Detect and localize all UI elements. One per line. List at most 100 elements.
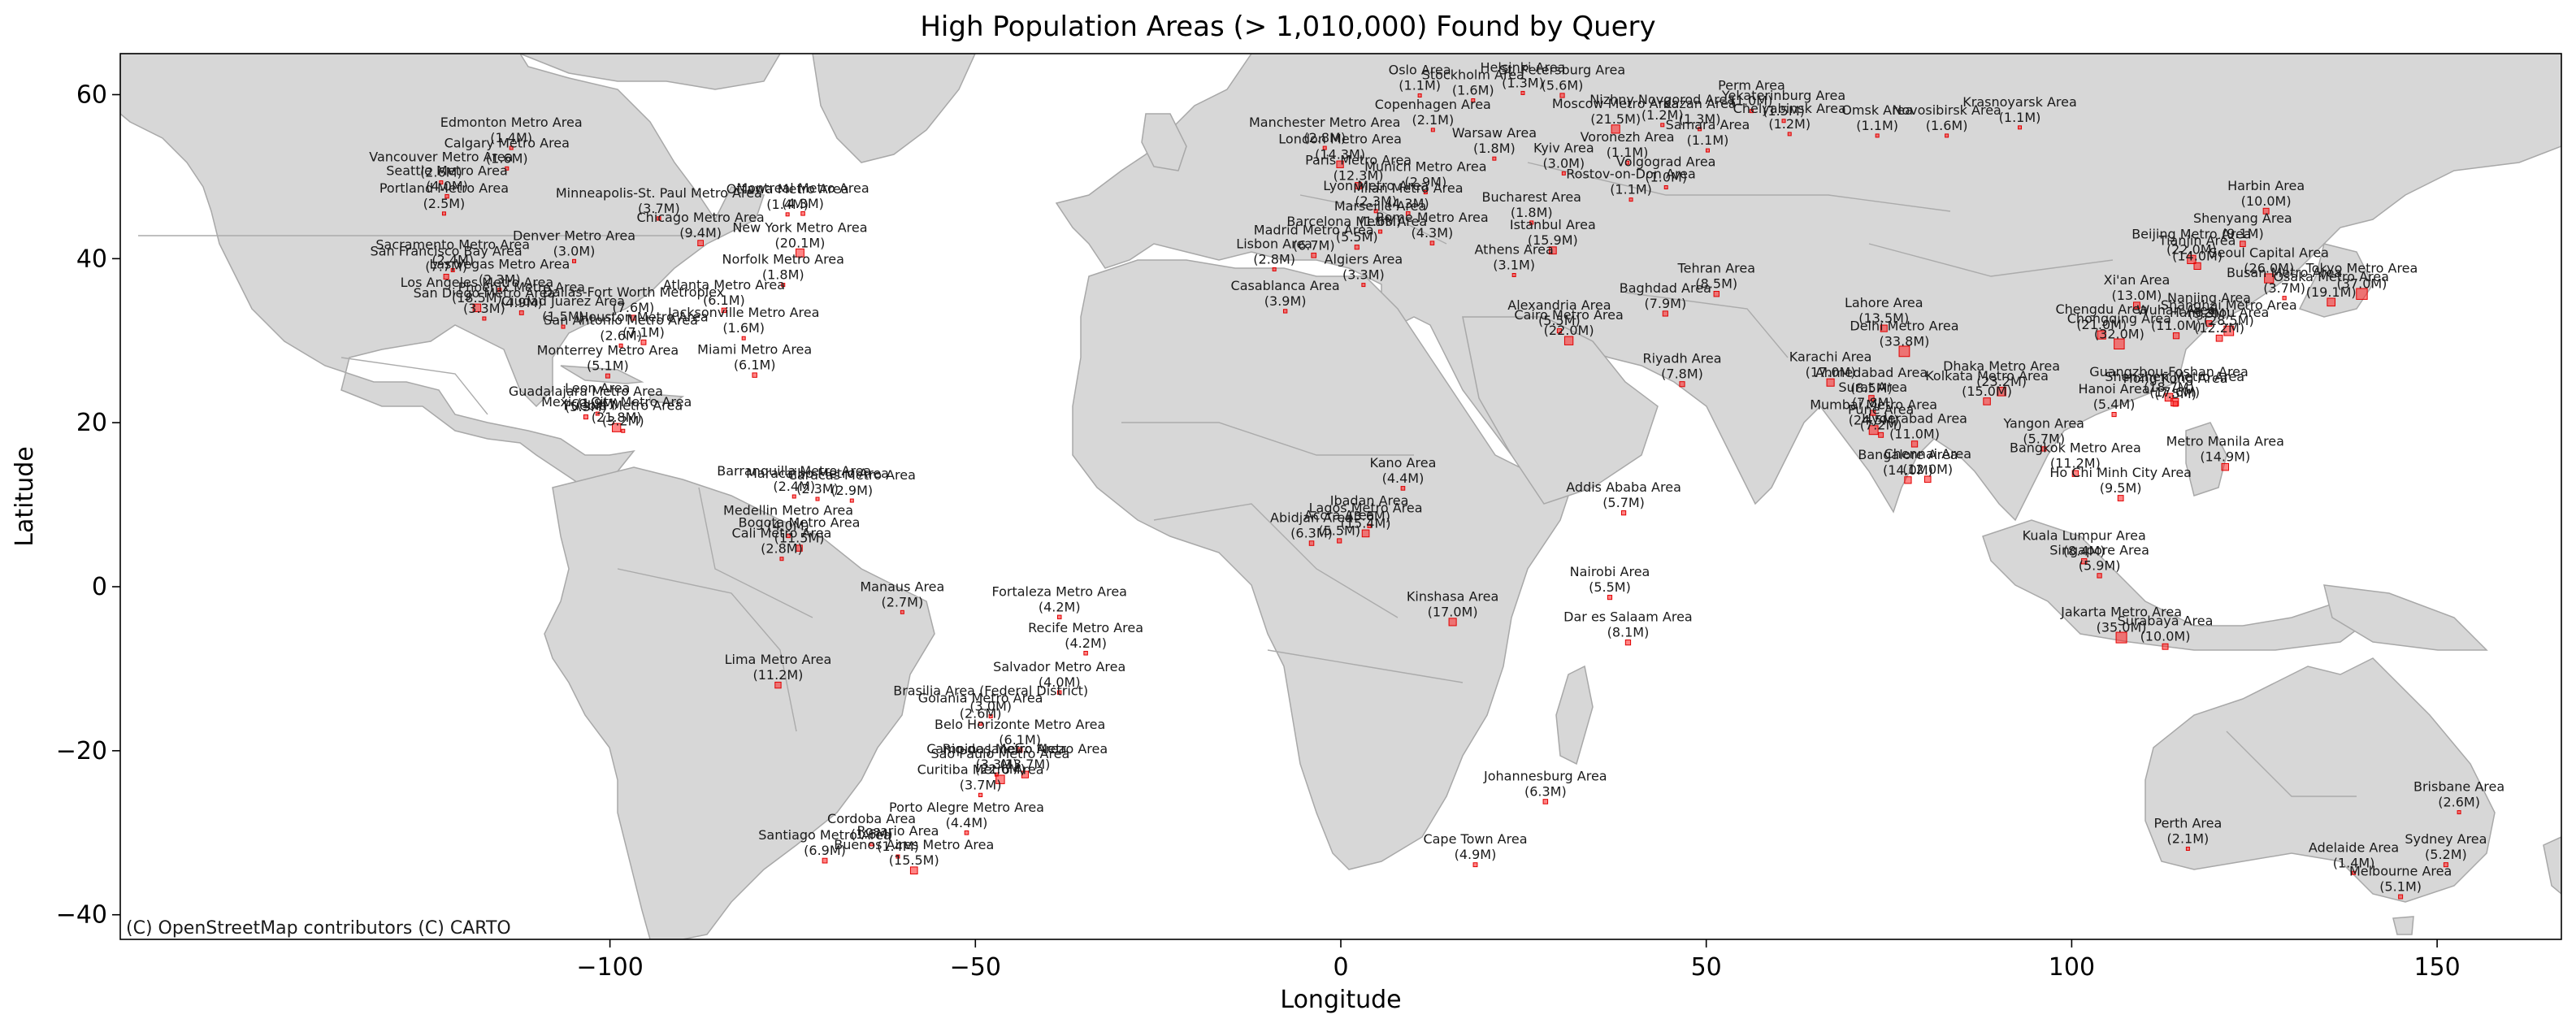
city-point[interactable] [1423, 190, 1428, 195]
city-point[interactable] [439, 180, 444, 184]
city-point[interactable] [995, 774, 1005, 784]
city-point[interactable] [796, 544, 803, 552]
city-point[interactable] [1542, 799, 1549, 804]
city-point[interactable] [1870, 410, 1876, 416]
city-point[interactable] [482, 316, 487, 321]
city-point[interactable] [1337, 538, 1342, 544]
city-point[interactable] [1057, 690, 1062, 695]
city-point[interactable] [697, 240, 704, 247]
city-point[interactable] [612, 423, 622, 432]
city-point[interactable] [583, 414, 588, 420]
city-point[interactable] [1056, 614, 1062, 620]
city-point[interactable] [1373, 209, 1378, 214]
city-point[interactable] [988, 713, 993, 718]
city-point[interactable] [1354, 245, 1360, 250]
city-point[interactable] [618, 343, 623, 348]
city-point[interactable] [2081, 558, 2088, 565]
city-point[interactable] [1471, 98, 1476, 103]
city-point[interactable] [2172, 332, 2180, 340]
city-point[interactable] [1017, 747, 1023, 753]
city-point[interactable] [774, 681, 782, 689]
city-point[interactable] [2240, 241, 2246, 247]
city-point[interactable] [1563, 336, 1574, 345]
city-point[interactable] [1663, 185, 1668, 190]
city-point[interactable] [1308, 540, 1315, 546]
city-point[interactable] [786, 533, 791, 539]
city-point[interactable] [781, 283, 786, 288]
city-point[interactable] [1355, 182, 1362, 189]
city-point[interactable] [2264, 273, 2275, 284]
city-point[interactable] [2097, 573, 2102, 579]
city-point[interactable] [1607, 595, 1613, 601]
city-point[interactable] [1405, 211, 1411, 216]
city-point[interactable] [2041, 446, 2047, 452]
city-point[interactable] [2132, 301, 2140, 310]
city-point[interactable] [2223, 325, 2235, 336]
city-point[interactable] [978, 792, 983, 797]
city-point[interactable] [1904, 476, 1912, 484]
city-point[interactable] [561, 324, 566, 329]
city-point[interactable] [1910, 440, 1919, 448]
city-point[interactable] [1361, 283, 1366, 288]
city-point[interactable] [1868, 425, 1879, 436]
city-point[interactable] [1787, 132, 1792, 137]
city-point[interactable] [785, 212, 790, 217]
city-point[interactable] [2111, 412, 2117, 418]
city-point[interactable] [822, 857, 828, 864]
city-point[interactable] [2117, 495, 2124, 501]
city-point[interactable] [1625, 160, 1630, 165]
city-point[interactable] [1378, 229, 1383, 234]
city-point[interactable] [1511, 273, 1516, 277]
city-point[interactable] [2282, 296, 2287, 301]
city-point[interactable] [2071, 470, 2079, 477]
city-point[interactable] [2352, 870, 2357, 875]
city-point[interactable] [1749, 109, 1754, 114]
city-point[interactable] [791, 494, 796, 499]
city-point[interactable] [721, 307, 727, 314]
city-point[interactable] [1611, 124, 1620, 134]
city-point[interactable] [741, 336, 746, 340]
city-point[interactable] [1561, 171, 1566, 176]
city-point[interactable] [1878, 431, 1884, 438]
city-point[interactable] [2443, 862, 2448, 868]
city-point[interactable] [2356, 288, 2368, 300]
city-point[interactable] [2115, 631, 2127, 644]
city-point[interactable] [1559, 93, 1565, 98]
city-point[interactable] [1781, 119, 1786, 124]
city-point[interactable] [605, 373, 610, 379]
city-point[interactable] [2457, 810, 2461, 815]
city-point[interactable] [621, 428, 626, 433]
city-point[interactable] [1400, 486, 1406, 491]
city-point[interactable] [1826, 378, 1835, 387]
city-point[interactable] [815, 496, 820, 501]
city-point[interactable] [1705, 148, 1710, 153]
city-point[interactable] [2162, 643, 2169, 650]
city-point[interactable] [630, 314, 636, 321]
city-point[interactable] [896, 854, 900, 859]
city-point[interactable] [1983, 397, 1991, 405]
city-point[interactable] [964, 830, 969, 835]
city-point[interactable] [2185, 846, 2190, 851]
city-point[interactable] [900, 609, 904, 614]
city-point[interactable] [1923, 475, 1932, 483]
city-point[interactable] [572, 258, 577, 263]
city-point[interactable] [1472, 862, 1478, 868]
city-point[interactable] [445, 193, 449, 199]
city-point[interactable] [450, 267, 455, 272]
city-point[interactable] [909, 866, 918, 875]
city-point[interactable] [2327, 297, 2335, 307]
city-point[interactable] [1945, 133, 1949, 138]
city-point[interactable] [1311, 252, 1317, 258]
city-point[interactable] [443, 273, 449, 280]
city-point[interactable] [1336, 160, 1344, 168]
city-point[interactable] [1361, 529, 1370, 538]
city-point[interactable] [2398, 894, 2404, 900]
city-point[interactable] [849, 498, 854, 503]
city-point[interactable] [1868, 395, 1875, 401]
city-point[interactable] [497, 288, 502, 293]
city-point[interactable] [1898, 345, 1910, 358]
city-point[interactable] [2262, 207, 2270, 215]
city-point[interactable] [2221, 462, 2230, 471]
city-point[interactable] [1628, 197, 1633, 202]
city-point[interactable] [1660, 123, 1665, 128]
